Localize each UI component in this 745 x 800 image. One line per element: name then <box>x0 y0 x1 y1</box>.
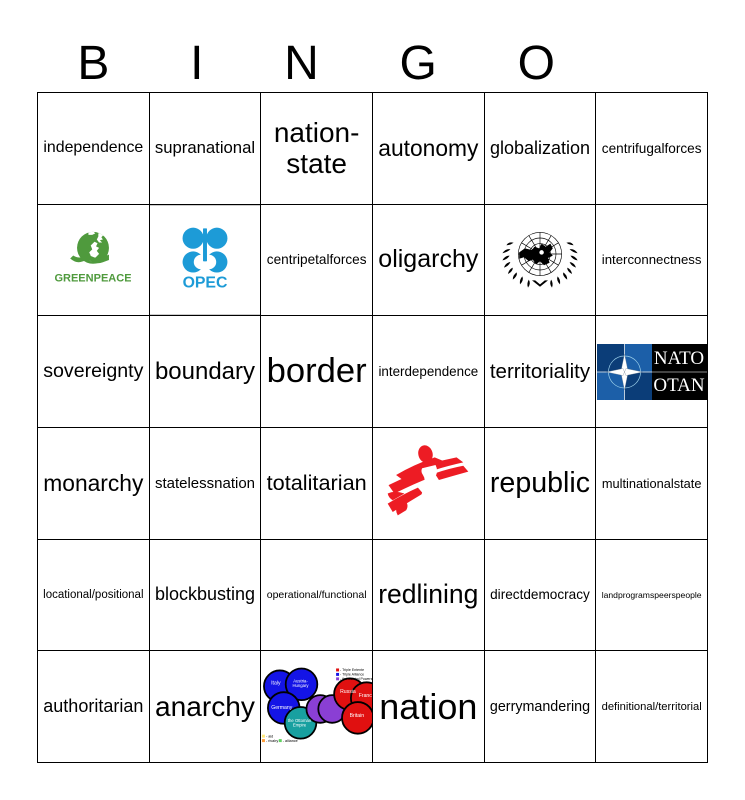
svg-text:OTAN: OTAN <box>653 375 705 396</box>
svg-text:- alliance: - alliance <box>283 739 298 743</box>
svg-text:OPEC: OPEC <box>183 275 228 292</box>
svg-text:- the Central Powers: - the Central Powers <box>340 677 372 681</box>
svg-text:France: France <box>359 693 372 699</box>
svg-text:- rivalry: - rivalry <box>266 739 278 743</box>
svg-text:Russia: Russia <box>340 689 356 695</box>
svg-text:NATO: NATO <box>653 348 703 369</box>
svg-text:Empire: Empire <box>293 722 307 727</box>
svg-text:Germany: Germany <box>272 705 294 711</box>
svg-text:- Triple Entente: - Triple Entente <box>340 668 364 672</box>
svg-text:Hungary: Hungary <box>293 683 310 688</box>
svg-text:- Triple Alliance: - Triple Alliance <box>340 672 364 676</box>
svg-text:GREENPEACE: GREENPEACE <box>55 272 131 284</box>
svg-text:Italy: Italy <box>271 680 281 686</box>
svg-text:Britain: Britain <box>350 713 365 719</box>
svg-text:- aid: - aid <box>266 734 273 738</box>
